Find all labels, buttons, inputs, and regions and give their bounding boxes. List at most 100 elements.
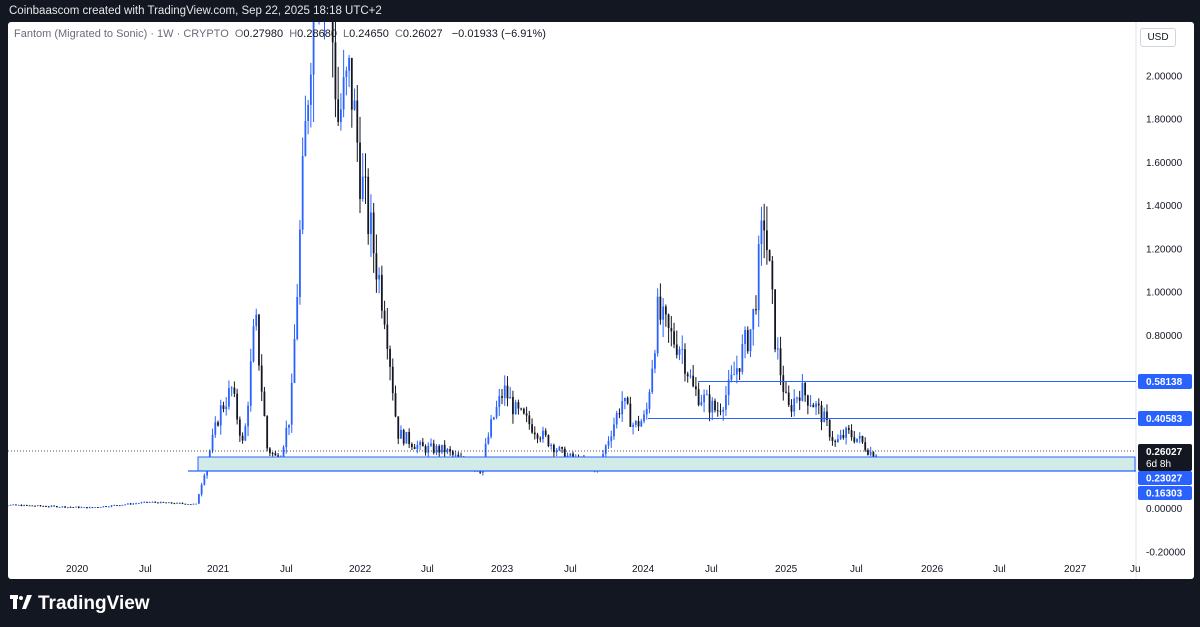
candle-up — [203, 475, 206, 485]
candle-down — [424, 446, 427, 453]
x-tick-label: 2024 — [632, 564, 655, 575]
y-tick-label: 1.60000 — [1146, 158, 1183, 169]
candle-up — [446, 449, 449, 453]
candle-down — [763, 220, 766, 231]
candle-up — [66, 507, 69, 508]
price-label-023027: 0.23027 — [1146, 474, 1183, 485]
candle-up — [148, 502, 151, 503]
candle-up — [244, 426, 247, 441]
candle-up — [610, 436, 613, 441]
candle-up — [733, 374, 736, 376]
candle-down — [375, 253, 378, 280]
candle-down — [69, 507, 72, 508]
candle-down — [233, 387, 236, 394]
candle-down — [517, 402, 520, 409]
candle-up — [654, 353, 656, 369]
candle-up — [80, 507, 83, 509]
candle-up — [823, 411, 826, 423]
candle-up — [607, 440, 610, 446]
candle-up — [58, 507, 61, 508]
candle-up — [662, 306, 665, 320]
candle-up — [132, 503, 135, 505]
x-tick-label: Ju — [1130, 564, 1141, 575]
candle-up — [621, 401, 624, 415]
open-label: O — [234, 28, 244, 40]
candle-up — [143, 501, 146, 503]
candle-up — [288, 424, 290, 428]
candle-up — [151, 501, 154, 503]
high-value: 0.28680 — [297, 28, 337, 40]
x-tick-label: Jul — [564, 564, 577, 575]
candle-up — [110, 505, 113, 507]
candle-down — [53, 505, 56, 507]
y-tick-label: 0.00000 — [1146, 504, 1183, 515]
candle-down — [146, 501, 148, 503]
price-chart[interactable]: 2.00000 1.80000 1.60000 1.40000 1.20000 1.000… — [8, 22, 1194, 579]
symbol-legend: Fantom (Migrated to Sonic) · 1W · CRYPTO… — [14, 28, 546, 40]
candle-down — [861, 436, 864, 443]
candle-up — [555, 450, 558, 453]
candle-up — [353, 100, 356, 110]
candle-up — [255, 314, 258, 327]
candle-up — [200, 484, 203, 495]
candle-up — [301, 156, 304, 230]
candle-down — [386, 324, 389, 349]
candle-down — [533, 432, 536, 435]
candle-down — [266, 416, 269, 449]
candle-up — [815, 403, 817, 408]
candle-up — [689, 375, 692, 377]
candle-up — [749, 329, 752, 352]
chart-frame[interactable]: Fantom (Migrated to Sonic) · 1W · CRYPTO… — [8, 22, 1194, 579]
candle-down — [746, 330, 749, 352]
x-tick-label: Jul — [421, 564, 434, 575]
candle-down — [831, 436, 834, 441]
y-tick-label: 0.80000 — [1146, 331, 1183, 342]
candle-up — [419, 442, 421, 445]
candle-up — [285, 427, 288, 448]
candle-down — [479, 471, 482, 473]
candle-up — [345, 70, 348, 78]
currency-button[interactable]: USD — [1140, 28, 1176, 47]
candle-down — [118, 505, 121, 507]
candle-up — [678, 349, 681, 355]
candle-up — [681, 349, 684, 351]
candle-up — [219, 405, 222, 426]
candle-up — [569, 453, 572, 456]
candle-up — [167, 502, 170, 504]
candle-up — [801, 382, 804, 401]
x-tick-label: Jul — [705, 564, 718, 575]
candle-up — [225, 406, 228, 410]
low-label: L — [343, 28, 350, 40]
candle-down — [170, 502, 173, 504]
current-price-label: 0.26027 — [1146, 447, 1183, 458]
x-tick-label: 2023 — [491, 564, 514, 575]
candle-up — [604, 445, 607, 455]
candle-down — [263, 391, 266, 417]
candle-down — [274, 453, 277, 456]
candle-down — [162, 501, 165, 503]
candles-group — [8, 22, 878, 509]
price-label-040583: 0.40583 — [1146, 414, 1183, 425]
candle-down — [356, 100, 359, 143]
candle-down — [798, 397, 801, 401]
candle-up — [648, 392, 651, 409]
candle-up — [615, 413, 618, 425]
footer-bar: TradingView — [0, 579, 1200, 627]
x-tick-label: 2020 — [66, 564, 89, 575]
support-zone[interactable] — [197, 456, 1136, 472]
candle-down — [544, 430, 547, 436]
candle-up — [159, 501, 162, 504]
brand[interactable]: TradingView — [10, 593, 150, 615]
candle-down — [547, 435, 550, 447]
candle-down — [421, 442, 424, 447]
candle-down — [842, 435, 845, 438]
candle-up — [230, 387, 233, 389]
candle-down — [402, 429, 405, 444]
candle-up — [8, 505, 9, 507]
candle-down — [755, 309, 757, 311]
candle-down — [77, 506, 80, 508]
candle-down — [181, 503, 184, 504]
candle-up — [836, 439, 839, 443]
candle-up — [405, 431, 408, 444]
candle-down — [708, 394, 711, 413]
